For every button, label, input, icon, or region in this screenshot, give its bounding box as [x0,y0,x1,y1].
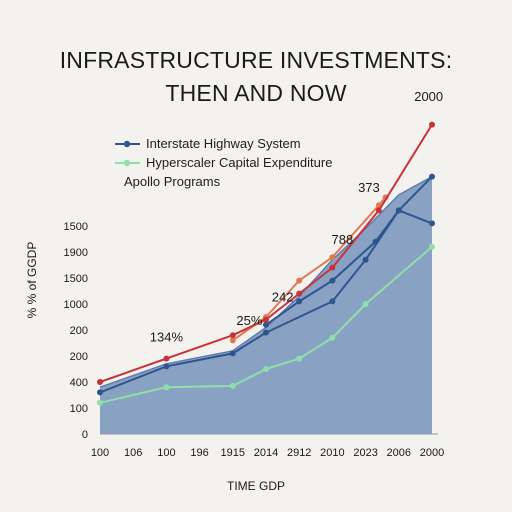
x-tick-label: 2014 [254,447,278,459]
y-tick-label: 200 [70,351,88,363]
hyperscaler-line [99,246,433,404]
x-axis-label: TIME GDP [227,479,285,493]
apollo-red-line-point-2 [229,332,236,339]
apollo-red-line-point-3 [263,316,269,323]
interstate-line-point-4 [329,298,336,305]
hyperscaler-line-point-2 [229,382,236,389]
hyperscaler-line-point-5 [329,334,336,341]
interstate-line-point-2 [229,350,236,357]
y-tick-label: 1900 [64,247,88,259]
interstate-line-point-0 [97,389,103,396]
y-tick-label: 1000 [64,299,88,311]
legend-label: Hyperscaler Capital Expenditure [146,155,332,170]
data-label: 2000 [414,89,443,104]
y-tick-label: 1500 [64,273,88,285]
x-tick-label: 2023 [353,447,377,459]
x-tick-label: 2000 [420,447,444,459]
chart-title-line-1: INFRASTRUCTURE INVESTMENTS: [59,47,453,73]
x-tick-label: 2010 [320,447,344,459]
y-tick-label: 0 [82,429,88,441]
chart-title: INFRASTRUCTURE INVESTMENTS: THEN AND NOW [0,44,512,110]
interstate-line-point-3 [263,329,269,336]
apollo-red-line [99,124,433,383]
data-label: 134% [150,330,184,345]
interstate-line-point-6 [395,207,402,214]
x-tick-label: 106 [124,447,142,459]
y-axis-label: % % of GGDP [25,242,39,319]
apollo-red-line-point-6 [375,207,382,214]
data-label: 373 [358,180,380,195]
hyperscaler-line-point-1 [163,384,170,391]
x-tick-label: 2006 [387,447,411,459]
y-tick-label: 400 [70,377,88,389]
apollo-orange-line-point-0 [229,337,236,344]
interstate-line-point-7 [429,220,435,227]
x-tick-label: 1915 [221,447,245,459]
hyperscaler-line-point-4 [296,355,303,362]
y-tick-label: 1500 [64,221,88,233]
x-tick-label: 196 [190,447,208,459]
apollo-red-line-point-4 [296,290,303,297]
hyperscaler-line-point-3 [263,366,269,372]
legend-swatch-dot [123,140,131,148]
apollo-red-line-point-5 [329,264,336,271]
interstate-upper-line-point-5 [429,173,435,180]
interstate-upper-line-point-1 [296,298,303,305]
apollo-orange-line-point-3 [329,254,336,261]
legend-swatch-dot [123,159,131,167]
hyperscaler-line-point-6 [362,301,369,307]
interstate-upper-line [265,175,433,326]
area-fill [100,176,432,434]
data-label: 788 [332,232,354,247]
interstate-line-point-5 [362,256,369,263]
x-tick-label: 2912 [287,447,311,459]
y-tick-label: 100 [70,403,88,415]
apollo-red-line-point-1 [163,355,170,362]
interstate-line [99,209,433,394]
y-tick-label: 200 [70,325,88,337]
data-label: 242 [272,289,294,304]
hyperscaler-line-point-0 [97,399,103,406]
hyperscaler-line-point-7 [429,243,435,250]
legend-label: Interstate Highway System [146,136,301,151]
apollo-orange-line-point-2 [296,277,303,284]
interstate-upper-line-point-0 [263,321,269,328]
chart-title-line-2: THEN AND NOW [165,80,347,106]
apollo-red-line-point-0 [97,379,103,385]
x-tick-label: 100 [91,447,109,459]
x-tick-label: 100 [157,447,175,459]
interstate-upper-line-point-2 [329,277,336,284]
legend-label: Apollo Programs [124,174,221,189]
interstate-line-point-1 [163,363,170,370]
data-label: 25% [236,313,262,328]
apollo-red-line-point-7 [429,121,435,128]
